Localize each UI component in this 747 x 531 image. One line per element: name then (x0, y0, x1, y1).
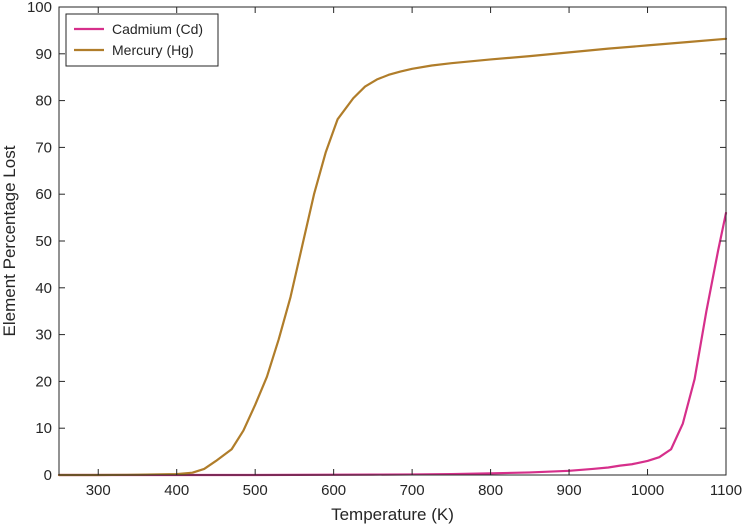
x-tick-label: 700 (400, 482, 425, 499)
x-tick-label: 1100 (710, 482, 742, 499)
x-tick-label: 1000 (631, 482, 664, 499)
y-tick-label: 60 (35, 186, 52, 203)
x-axis-label: Temperature (K) (331, 505, 454, 524)
y-tick-label: 70 (35, 139, 52, 156)
y-axis-label: Element Percentage Lost (0, 145, 19, 336)
legend: Cadmium (Cd) Mercury (Hg) (65, 13, 219, 67)
x-tick-label: 400 (164, 482, 189, 499)
y-tick-label: 100 (27, 0, 52, 16)
x-tick-label: 300 (86, 482, 111, 499)
x-tick-label: 800 (478, 482, 503, 499)
y-tick-label: 80 (35, 93, 52, 110)
x-tick-label: 900 (557, 482, 582, 499)
y-tick-label: 10 (35, 420, 52, 437)
y-tick-label: 30 (35, 327, 52, 344)
x-tick-label: 500 (243, 482, 268, 499)
y-tick-label: 20 (35, 373, 52, 390)
y-tick-label: 0 (44, 467, 52, 484)
y-tick-label: 50 (35, 233, 52, 250)
x-tick-label: 600 (321, 482, 346, 499)
plot-area (59, 7, 726, 475)
legend-label-1: Mercury (Hg) (112, 42, 194, 58)
legend-box (65, 13, 219, 67)
ticks-layer: 300 400 500 600 700 800 900 1000 1100 0 10 20 30 40 50… (27, 0, 742, 499)
legend-label-0: Cadmium (Cd) (112, 21, 203, 37)
y-tick-label: 40 (35, 280, 52, 297)
series-line-1 (57, 37, 728, 477)
plot-frame (58, 6, 727, 476)
y-tick-label: 90 (35, 46, 52, 63)
